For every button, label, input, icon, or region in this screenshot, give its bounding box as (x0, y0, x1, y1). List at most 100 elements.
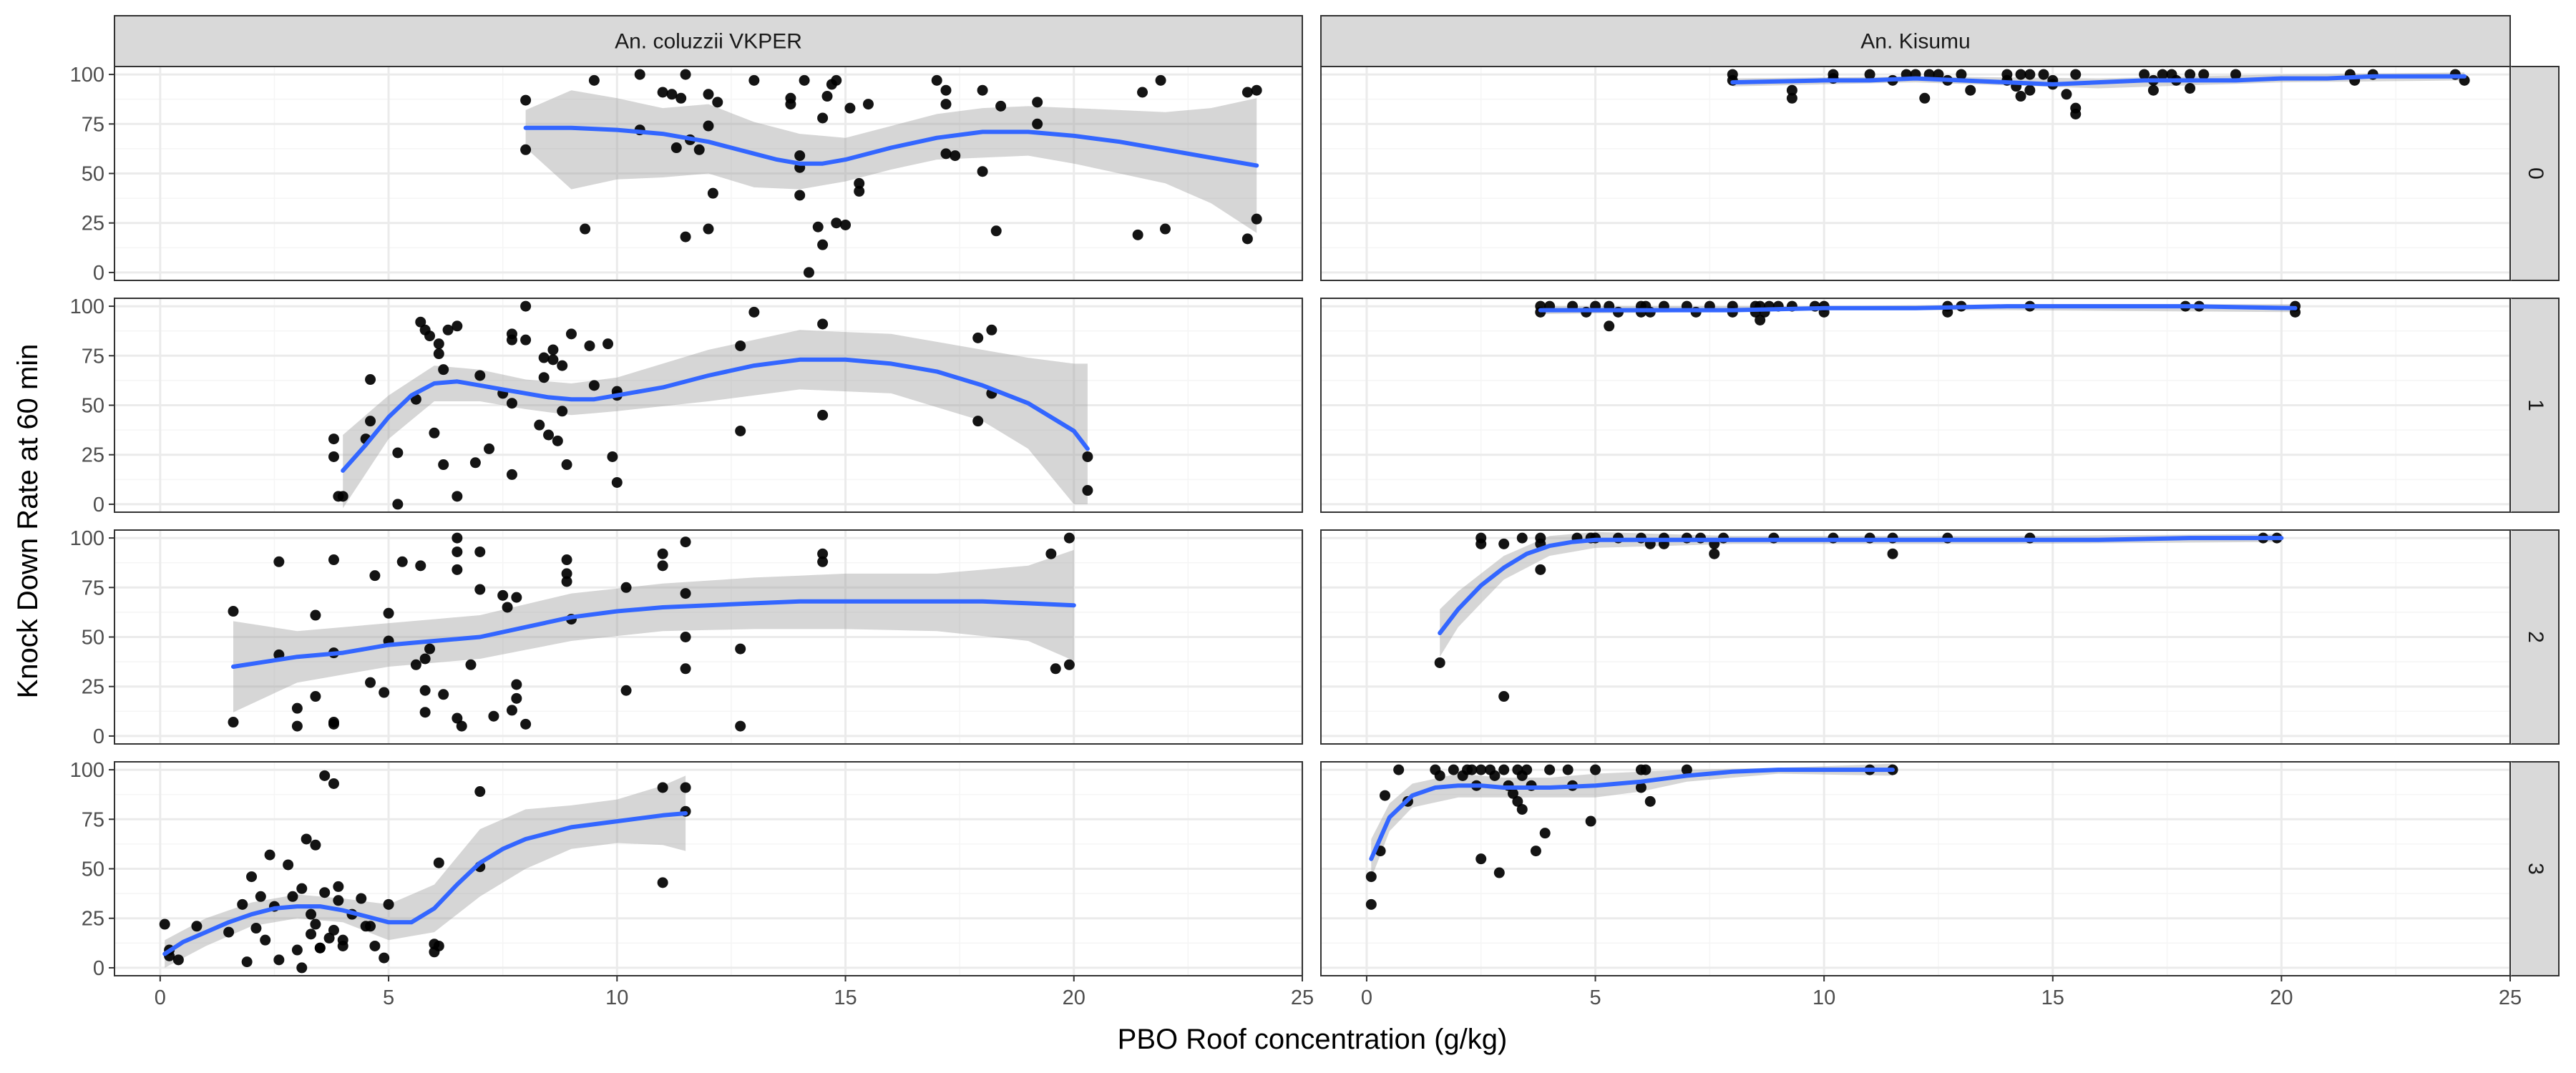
data-point (584, 340, 595, 351)
data-point (328, 924, 339, 936)
data-point (1489, 770, 1501, 781)
data-point (506, 398, 517, 409)
data-point (680, 69, 691, 80)
data-point (306, 908, 317, 920)
data-point (1755, 314, 1766, 325)
data-point (1155, 74, 1166, 86)
data-point (1379, 790, 1390, 801)
data-point (1585, 815, 1596, 827)
data-point (442, 324, 454, 335)
data-point (502, 602, 513, 613)
data-point (283, 859, 294, 871)
row-strip-label: 1 (2524, 399, 2547, 411)
data-point (538, 372, 550, 383)
data-point (438, 459, 449, 471)
column-strip (114, 15, 1303, 67)
data-point (2147, 84, 2159, 96)
data-point (319, 770, 331, 781)
data-point (794, 190, 806, 201)
data-point (323, 932, 335, 944)
data-point (1082, 485, 1093, 496)
data-point (506, 469, 517, 480)
data-point (1635, 782, 1646, 793)
data-point (433, 857, 444, 868)
y-tick-label: 50 (82, 627, 104, 650)
data-point (497, 589, 509, 601)
data-point (488, 710, 499, 722)
x-tick-label: 10 (1813, 986, 1835, 1009)
data-point (1493, 867, 1505, 878)
facet-panel (114, 298, 1304, 513)
data-point (854, 185, 865, 197)
data-point (1251, 213, 1262, 225)
data-point (1828, 69, 1839, 80)
data-point (255, 891, 266, 902)
data-point (862, 99, 874, 110)
data-point (565, 328, 577, 340)
data-point (415, 316, 426, 328)
data-point (474, 786, 486, 798)
x-tick-label: 0 (155, 986, 166, 1009)
data-point (452, 320, 463, 332)
data-point (1965, 84, 1976, 96)
data-point (1475, 538, 1487, 549)
data-point (328, 778, 339, 789)
data-point (474, 584, 486, 595)
data-point (940, 148, 952, 160)
data-point (433, 940, 444, 951)
data-point (1786, 92, 1797, 104)
data-point (520, 144, 532, 155)
data-point (1365, 871, 1377, 883)
y-tick-label: 25 (82, 676, 104, 699)
data-point (794, 150, 806, 162)
data-point (1786, 84, 1797, 96)
data-point (291, 702, 303, 714)
confidence-band (343, 330, 1088, 509)
data-point (735, 720, 746, 732)
data-point (250, 923, 262, 934)
facet-panel (1320, 761, 2512, 976)
confidence-band (165, 775, 686, 968)
data-point (314, 942, 326, 954)
panel-border (1320, 529, 2511, 745)
data-point (452, 546, 463, 557)
data-point (369, 940, 381, 951)
y-tick-label: 25 (82, 444, 104, 467)
data-point (291, 944, 303, 956)
y-tick-label: 100 (70, 527, 104, 550)
data-point (657, 877, 668, 888)
data-point (1466, 764, 1478, 775)
y-tick-label: 0 (93, 725, 104, 748)
y-tick-label: 50 (82, 858, 104, 881)
data-point (1956, 69, 1967, 80)
data-point (260, 934, 271, 946)
panel-border (1320, 298, 2511, 513)
y-tick-label: 50 (82, 163, 104, 186)
data-point (1251, 84, 1262, 96)
data-point (228, 717, 239, 728)
data-point (433, 338, 444, 350)
data-point (831, 217, 842, 229)
data-point (817, 318, 829, 330)
data-point (561, 576, 572, 587)
data-point (365, 677, 376, 688)
data-point (2024, 69, 2036, 80)
panel-data-layer (1535, 300, 2301, 332)
data-point (396, 556, 408, 567)
data-point (383, 898, 394, 910)
row-strip (2509, 66, 2560, 281)
row-strip (2509, 298, 2560, 513)
data-point (1050, 663, 1061, 675)
data-point (246, 871, 258, 883)
data-point (803, 267, 814, 278)
column-strip (1320, 15, 2511, 67)
data-point (456, 720, 467, 732)
data-point (693, 144, 705, 155)
data-point (452, 532, 463, 544)
data-point (940, 99, 952, 110)
facet-panel (114, 66, 1304, 281)
data-point (296, 883, 308, 894)
data-point (2070, 108, 2082, 119)
panel-data-layer (520, 69, 1262, 278)
data-point (310, 609, 321, 621)
